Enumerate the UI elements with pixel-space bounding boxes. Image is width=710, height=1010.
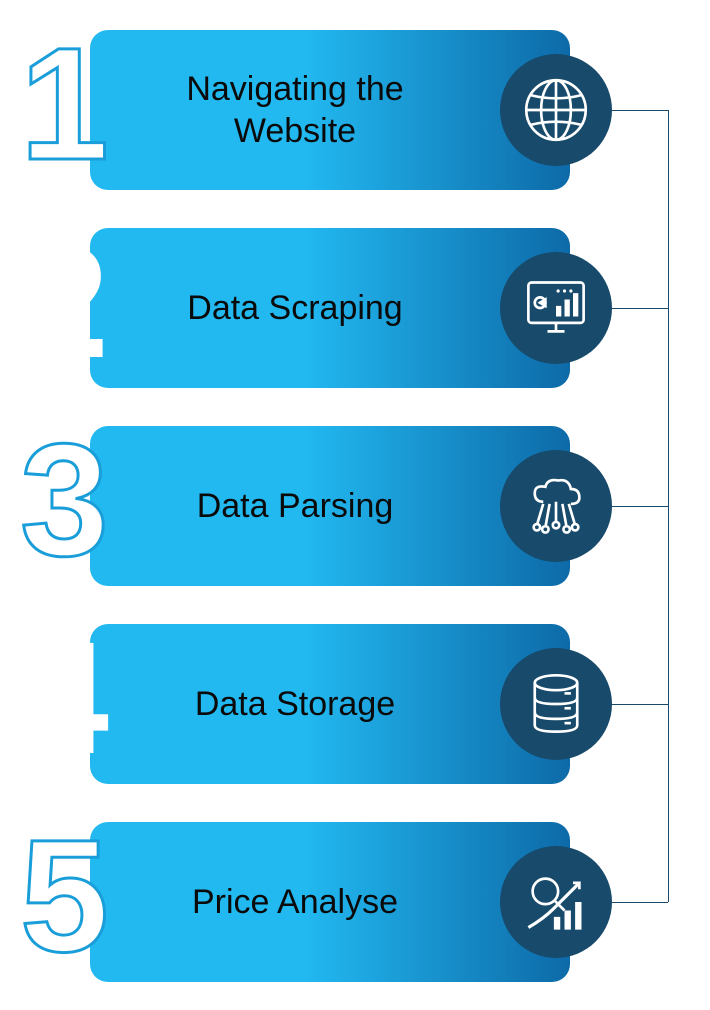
step-row-4: Data Storage 4 xyxy=(0,624,710,784)
step-label: Data Scraping xyxy=(130,287,460,330)
step-row-1: Navigating the Website 1 xyxy=(0,30,710,190)
step-card-5: Price Analyse xyxy=(90,822,570,982)
step-row-3: Data Parsing 3 xyxy=(0,426,710,586)
step-icon-circle-2 xyxy=(500,252,612,364)
globe-icon xyxy=(522,76,590,144)
analytics-icon xyxy=(522,868,590,936)
dashboard-icon xyxy=(522,274,590,342)
step-icon-circle-4 xyxy=(500,648,612,760)
step-icon-circle-3 xyxy=(500,450,612,562)
step-icon-circle-1 xyxy=(500,54,612,166)
database-icon xyxy=(522,670,590,738)
step-row-5: Price Analyse 5 xyxy=(0,822,710,982)
step-card-1: Navigating the Website xyxy=(90,30,570,190)
step-row-2: Data Scraping 2 xyxy=(0,228,710,388)
infographic-container: Navigating the Website 1 Data Scraping 2 xyxy=(0,0,710,1010)
step-card-4: Data Storage xyxy=(90,624,570,784)
step-label: Data Parsing xyxy=(130,485,460,528)
step-label: Price Analyse xyxy=(130,881,460,924)
step-label: Navigating the Website xyxy=(130,68,460,153)
cloud-network-icon xyxy=(522,472,590,540)
step-card-2: Data Scraping xyxy=(90,228,570,388)
step-icon-circle-5 xyxy=(500,846,612,958)
step-label: Data Storage xyxy=(130,683,460,726)
step-card-3: Data Parsing xyxy=(90,426,570,586)
